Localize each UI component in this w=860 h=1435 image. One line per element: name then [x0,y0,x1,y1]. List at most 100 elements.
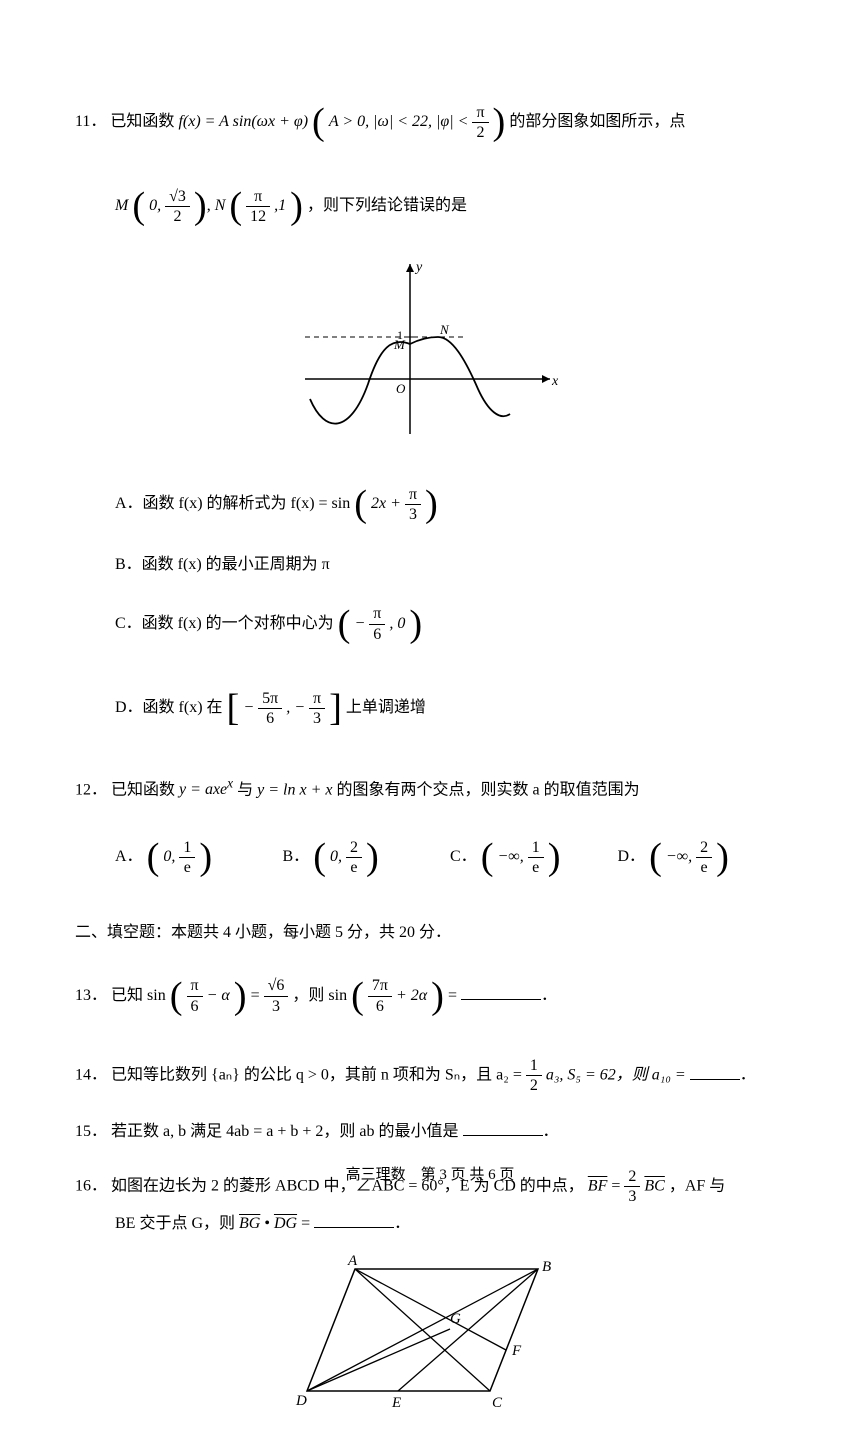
question-11: 11． 已知函数 f(x) = A sin(ωx + φ) ( A > 0, |… [75,80,785,751]
frac-pi-12: π 12 [246,187,270,226]
svg-text:B: B [542,1259,551,1275]
rparen-icon: ) [716,836,729,878]
q16-line2: BE 交于点 G，则 BG • DG = ． [75,1206,785,1241]
q11-option-A: A．函数 f(x) 的解析式为 f(x) = sin ( 2x + π 3 ) [75,462,785,546]
question-14: 14． 已知等比数列 {aₙ} 的公比 q > 0，其前 n 项和为 Sₙ，且 … [75,1056,785,1095]
q16-diagram: A B C D E F G [75,1251,785,1434]
q12-options: A． ( 0, 1e ) B． ( 0, 2e ) C． ( −∞, 1e ) … [75,815,785,899]
svg-text:N: N [439,322,450,337]
optA-inner: 2x + [371,495,405,512]
q12-optD: D． ( −∞, 2e ) [618,815,786,899]
q11-number: 11． [75,113,106,130]
section-2-header: 二、填空题：本题共 4 小题，每小题 5 分，共 20 分． [75,918,785,942]
q13-number: 13． [75,987,107,1004]
frac-sqrt3-2: √3 2 [165,187,190,226]
rparen-icon: ) [425,483,438,525]
lbracket-icon: [ [227,687,240,729]
q11-option-D: D．函数 f(x) 在 [ − 5π 6 , − π 3 ] 上单调递增 [75,666,785,750]
svg-text:E: E [391,1395,401,1411]
rparen-icon: ) [431,975,444,1017]
q11-fx: f(x) = A sin(ωx + φ) [178,113,308,130]
q15-number: 15． [75,1123,107,1140]
q12-eq2: y = ln x + x [257,781,332,798]
q12-end: 的图象有两个交点，则实数 a 的取值范围为 [336,781,639,798]
comma: , − [286,699,305,716]
rparen-icon: ) [290,185,303,227]
frac-pi-3b: π 3 [309,689,325,728]
blank-14 [690,1060,740,1079]
q12-number: 12． [75,781,107,798]
q12-optC: C． ( −∞, 1e ) [450,815,618,899]
frac-pi-6: π 6 [369,604,385,643]
q11-intro-mid: 的部分图象如图所示，点 [509,113,685,130]
q11-option-C: C．函数 f(x) 的一个对称中心为 ( − π 6 , 0 ) [75,582,785,666]
svg-text:x: x [551,374,559,389]
rparen-icon: ) [493,101,506,143]
svg-text:D: D [295,1393,307,1409]
blank-16 [314,1209,394,1228]
q14-number: 14． [75,1067,107,1084]
rparen-icon: ) [409,603,422,645]
q11-intro-end: ，则下列结论错误的是 [307,197,467,214]
rbracket-icon: ] [329,687,342,729]
lparen-icon: ( [147,836,160,878]
svg-text:F: F [511,1343,522,1359]
page-footer: 高三理数 第 3 页 共 6 页 [0,1163,860,1184]
q14-pre: 已知等比数列 {aₙ} 的公比 q > 0，其前 n 项和为 Sₙ，且 a₂ = [111,1067,526,1084]
q11-cond-A: A > 0, [329,113,369,130]
lparen-icon: ( [313,836,326,878]
q12-eq1: y = axex [179,781,233,798]
svg-text:y: y [414,260,423,275]
lparen-icon: ( [351,975,364,1017]
q12-optB: B． ( 0, 2e ) [283,815,451,899]
optD-end: 上单调递增 [346,699,426,716]
question-16: 16． 如图在边长为 2 的菱形 ABCD 中，∠ABC = 60°，E 为 C… [75,1167,785,1435]
frac-pi-2: π 2 [472,103,488,142]
blank-15 [463,1116,543,1135]
lparen-icon: ( [312,101,325,143]
question-12: 12． 已知函数 y = axex 与 y = ln x + x 的图象有两个交… [75,769,785,900]
q11-option-B: B．函数 f(x) 的最小正周期为 π [75,547,785,582]
q11-chart: x y M N 1 O [75,259,785,452]
neg: − [243,699,254,716]
q12-pre: 已知函数 [111,781,179,798]
question-13: 13． 已知 sin ( π6 − α ) = √63 ，则 sin ( 7π6… [75,954,785,1038]
optC-neg: − [354,615,365,632]
lparen-icon: ( [338,603,351,645]
frac-5pi-6: 5π 6 [258,689,282,728]
q15-text: 若正数 a, b 满足 4ab = a + b + 2，则 ab 的最小值是 [111,1123,458,1140]
lparen-icon: ( [481,836,494,878]
svg-text:O: O [396,381,406,396]
rparen-icon: ) [199,836,212,878]
optC-end: , 0 [389,615,405,632]
lparen-icon: ( [649,836,662,878]
blank-13 [461,981,541,1000]
lparen-icon: ( [229,185,242,227]
optA-text: A．函数 f(x) 的解析式为 f(x) = sin [115,495,350,512]
q11-cond-phi: |φ| < [436,113,472,130]
lparen-icon: ( [170,975,183,1017]
svg-text:G: G [450,1311,461,1327]
q11-intro-pre: 已知函数 [110,113,178,130]
optC-text: C．函数 f(x) 的一个对称中心为 [115,615,334,632]
vec-BG: BG [239,1215,260,1232]
rhombus-diagram-icon: A B C D E F G [290,1251,570,1421]
lparen-icon: ( [354,483,367,525]
question-15: 15． 若正数 a, b 满足 4ab = a + b + 2，则 ab 的最小… [75,1114,785,1149]
M-zero: 0, [149,197,161,214]
svg-text:A: A [347,1253,358,1269]
frac-pi-3: π 3 [405,485,421,524]
rparen-icon: ) [194,185,207,227]
q12-optA: A． ( 0, 1e ) [115,815,283,899]
rparen-icon: ) [234,975,247,1017]
q13-pre: 已知 sin [111,987,166,1004]
lparen-icon: ( [132,185,145,227]
q11-points: M ( 0, √3 2 ), N ( π 12 ,1 ) ，则下列结论错误的是 [75,164,785,248]
rparen-icon: ) [548,836,561,878]
q11-cond-w: |ω| < 22, [373,113,432,130]
N-one: ,1 [274,197,286,214]
q12-mid: 与 [237,781,257,798]
sine-plot-icon: x y M N 1 O [300,259,560,439]
vec-DG: DG [274,1215,297,1232]
rparen-icon: ) [366,836,379,878]
